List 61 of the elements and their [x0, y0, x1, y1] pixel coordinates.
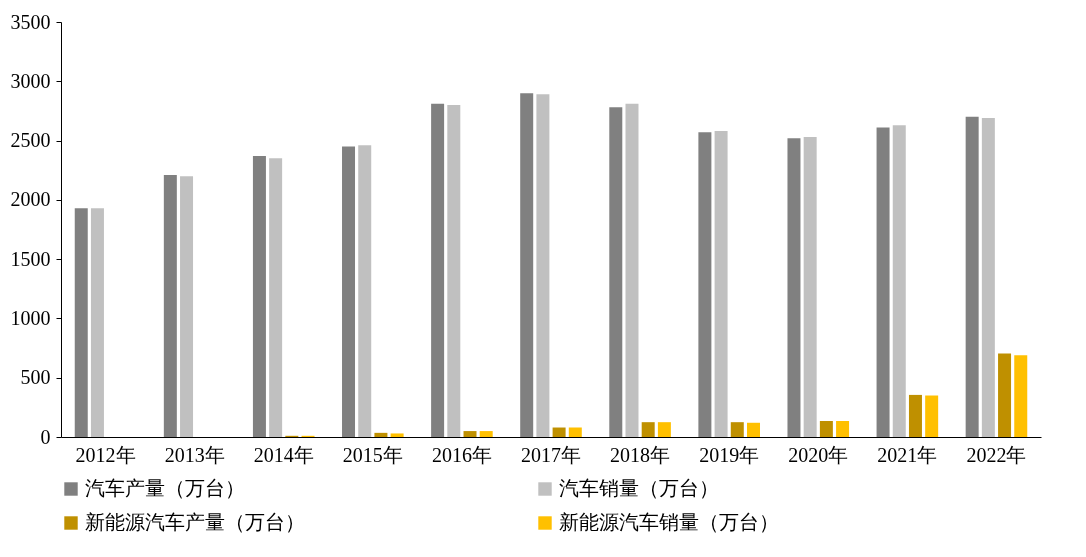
- bar: [269, 158, 283, 437]
- x-tick-label: 2022年: [966, 443, 1027, 466]
- bar: [698, 132, 712, 437]
- x-tick-label: 2013年: [164, 443, 225, 466]
- bar: [787, 138, 801, 437]
- bar: [374, 432, 388, 437]
- x-tick-label: 2015年: [342, 443, 403, 466]
- bar: [1014, 355, 1028, 437]
- bar: [908, 394, 922, 437]
- bar: [998, 353, 1012, 437]
- bar: [876, 127, 890, 437]
- bar: [925, 395, 939, 437]
- legend-label: 汽车产量（万台）: [85, 477, 245, 499]
- bar: [520, 93, 534, 437]
- bar: [358, 145, 372, 437]
- bar: [746, 422, 760, 437]
- bar: [447, 105, 461, 437]
- legend-label: 汽车销量（万台）: [559, 477, 719, 499]
- bar: [657, 422, 671, 437]
- bar: [730, 422, 744, 437]
- y-tick-label: 2500: [10, 129, 51, 152]
- bar: [463, 431, 477, 437]
- bar: [892, 125, 906, 437]
- y-tick-label: 3500: [10, 10, 51, 33]
- y-tick-label: 3000: [10, 69, 51, 92]
- y-tick-label: 2000: [10, 188, 51, 211]
- bar: [536, 94, 550, 437]
- bar: [342, 146, 356, 437]
- x-tick-label: 2012年: [75, 443, 136, 466]
- bar: [552, 427, 566, 437]
- bar: [479, 431, 493, 437]
- bar: [568, 427, 582, 437]
- bar: [609, 107, 623, 437]
- bar: [252, 155, 266, 437]
- x-tick-label: 2014年: [253, 443, 314, 466]
- x-tick-label: 2017年: [521, 443, 581, 466]
- bar: [625, 103, 639, 437]
- bar: [431, 103, 445, 437]
- legend-label: 新能源汽车产量（万台）: [85, 511, 305, 533]
- bar: [163, 174, 177, 437]
- bar: [819, 420, 833, 437]
- x-tick-label: 2020年: [788, 443, 849, 466]
- y-tick-label: 500: [20, 366, 51, 389]
- y-tick-label: 1000: [10, 306, 51, 329]
- x-tick-label: 2021年: [877, 443, 938, 466]
- y-tick-label: 1500: [10, 247, 51, 270]
- bar: [803, 137, 817, 437]
- bar: [836, 420, 850, 437]
- x-tick-label: 2016年: [431, 443, 492, 466]
- bar: [90, 208, 104, 437]
- x-tick-label: 2018年: [610, 443, 671, 466]
- bar: [74, 208, 88, 437]
- legend-label: 新能源汽车销量（万台）: [559, 511, 779, 533]
- y-tick-label: 0: [40, 425, 51, 448]
- bar: [981, 118, 995, 437]
- x-tick-label: 2019年: [699, 443, 760, 466]
- bar: [390, 433, 404, 437]
- bar: [180, 176, 194, 437]
- bar: [965, 116, 979, 437]
- bar: [714, 131, 728, 437]
- bar: [641, 422, 655, 437]
